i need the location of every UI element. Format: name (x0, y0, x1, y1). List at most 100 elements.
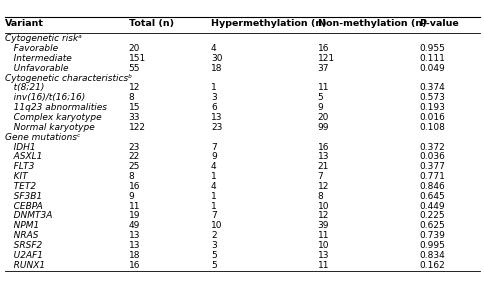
Text: Variant: Variant (5, 19, 44, 28)
Text: 0.193: 0.193 (419, 103, 444, 112)
Text: NRAS: NRAS (5, 231, 38, 240)
Text: 30: 30 (211, 54, 222, 63)
Text: 15: 15 (128, 103, 140, 112)
Text: 99: 99 (317, 123, 329, 132)
Text: 18: 18 (211, 64, 222, 73)
Text: IDH1: IDH1 (5, 142, 35, 151)
Text: 122: 122 (128, 123, 145, 132)
Text: 33: 33 (128, 113, 140, 122)
Text: 1: 1 (211, 83, 216, 92)
Text: 0.771: 0.771 (419, 172, 444, 181)
Text: CEBPA: CEBPA (5, 201, 43, 210)
Text: 0.377: 0.377 (419, 162, 444, 171)
Text: 25: 25 (128, 162, 139, 171)
Text: 16: 16 (317, 44, 329, 53)
Text: 11q23 abnormalities: 11q23 abnormalities (5, 103, 106, 112)
Text: 0.225: 0.225 (419, 211, 444, 220)
Text: 4: 4 (211, 182, 216, 191)
Text: 0.834: 0.834 (419, 251, 444, 260)
Text: 0.049: 0.049 (419, 64, 444, 73)
Text: 20: 20 (317, 113, 328, 122)
Text: 8: 8 (128, 93, 134, 102)
Text: 9: 9 (128, 192, 134, 201)
Text: SRSF2: SRSF2 (5, 241, 42, 250)
Text: 0.573: 0.573 (419, 93, 444, 102)
Text: ASXL1: ASXL1 (5, 152, 42, 161)
Text: 10: 10 (211, 221, 222, 230)
Text: 49: 49 (128, 221, 139, 230)
Text: 18: 18 (128, 251, 140, 260)
Text: 10: 10 (317, 201, 329, 210)
Text: 0.111: 0.111 (419, 54, 444, 63)
Text: 12: 12 (317, 182, 328, 191)
Text: DNMT3A: DNMT3A (5, 211, 52, 220)
Text: 19: 19 (128, 211, 140, 220)
Text: 3: 3 (211, 93, 216, 102)
Text: 12: 12 (128, 83, 139, 92)
Text: 23: 23 (128, 142, 139, 151)
Text: 0.625: 0.625 (419, 221, 444, 230)
Text: 0.846: 0.846 (419, 182, 444, 191)
Text: 11: 11 (317, 83, 329, 92)
Text: 10: 10 (317, 241, 329, 250)
Text: Unfavorable: Unfavorable (5, 64, 68, 73)
Text: 13: 13 (128, 241, 140, 250)
Text: 5: 5 (317, 93, 323, 102)
Text: 0.036: 0.036 (419, 152, 444, 161)
Text: SF3B1: SF3B1 (5, 192, 42, 201)
Text: 1: 1 (211, 192, 216, 201)
Text: 55: 55 (128, 64, 140, 73)
Text: 0.162: 0.162 (419, 260, 444, 269)
Text: 21: 21 (317, 162, 328, 171)
Text: 22: 22 (128, 152, 139, 161)
Text: 0.645: 0.645 (419, 192, 444, 201)
Text: 1: 1 (211, 201, 216, 210)
Text: 0.739: 0.739 (419, 231, 444, 240)
Text: 4: 4 (211, 162, 216, 171)
Text: Non-methylation (n): Non-methylation (n) (317, 19, 425, 28)
Text: Intermediate: Intermediate (5, 54, 72, 63)
Text: 0.108: 0.108 (419, 123, 444, 132)
Text: 8: 8 (128, 172, 134, 181)
Text: 0.995: 0.995 (419, 241, 444, 250)
Text: 0.955: 0.955 (419, 44, 444, 53)
Text: TET2: TET2 (5, 182, 36, 191)
Text: 23: 23 (211, 123, 222, 132)
Text: 39: 39 (317, 221, 329, 230)
Text: 7: 7 (211, 211, 216, 220)
Text: Complex karyotype: Complex karyotype (5, 113, 101, 122)
Text: KIT: KIT (5, 172, 28, 181)
Text: Total (n): Total (n) (128, 19, 173, 28)
Text: Cytogenetic characteristicsᵇ: Cytogenetic characteristicsᵇ (5, 74, 132, 83)
Text: Cytogenetic riskᵃ: Cytogenetic riskᵃ (5, 34, 81, 43)
Text: 11: 11 (317, 231, 329, 240)
Text: 7: 7 (211, 142, 216, 151)
Text: 4: 4 (211, 44, 216, 53)
Text: NPM1: NPM1 (5, 221, 39, 230)
Text: 2: 2 (211, 231, 216, 240)
Text: 151: 151 (128, 54, 146, 63)
Text: FLT3: FLT3 (5, 162, 34, 171)
Text: 16: 16 (317, 142, 329, 151)
Text: Hypermethylation (n): Hypermethylation (n) (211, 19, 326, 28)
Text: 6: 6 (211, 103, 216, 112)
Text: 7: 7 (317, 172, 323, 181)
Text: 0.016: 0.016 (419, 113, 444, 122)
Text: 16: 16 (128, 182, 140, 191)
Text: 20: 20 (128, 44, 139, 53)
Text: 11: 11 (317, 260, 329, 269)
Text: U2AF1: U2AF1 (5, 251, 43, 260)
Text: 37: 37 (317, 64, 329, 73)
Text: 5: 5 (211, 260, 216, 269)
Text: 3: 3 (211, 241, 216, 250)
Text: 13: 13 (317, 251, 329, 260)
Text: 1: 1 (211, 172, 216, 181)
Text: Normal karyotype: Normal karyotype (5, 123, 94, 132)
Text: 9: 9 (211, 152, 216, 161)
Text: 0.449: 0.449 (419, 201, 444, 210)
Text: 11: 11 (128, 201, 140, 210)
Text: 8: 8 (317, 192, 323, 201)
Text: RUNX1: RUNX1 (5, 260, 45, 269)
Text: 5: 5 (211, 251, 216, 260)
Text: P-value: P-value (419, 19, 458, 28)
